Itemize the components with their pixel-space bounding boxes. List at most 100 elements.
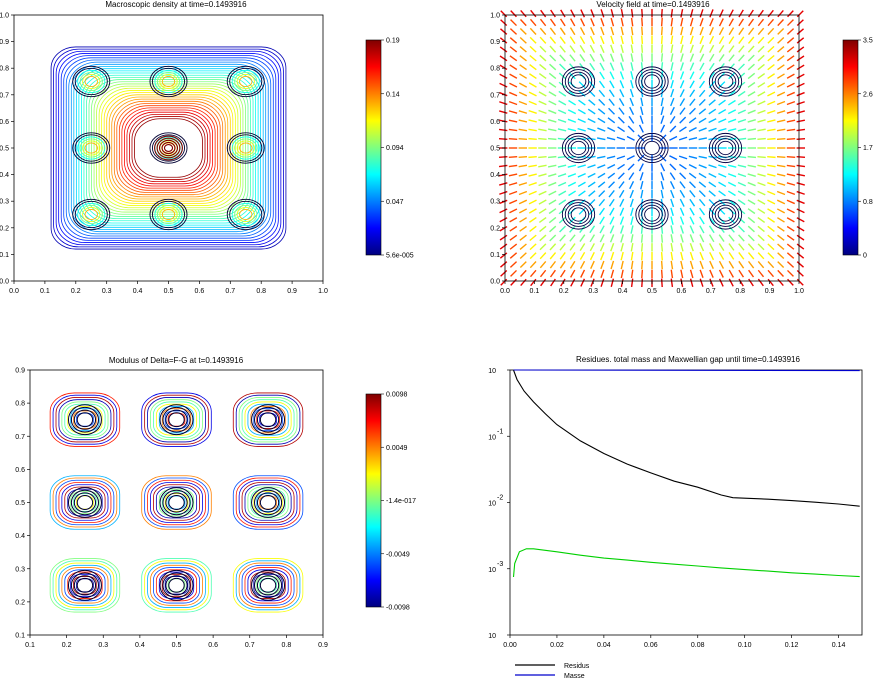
velocity-arrow bbox=[509, 82, 518, 88]
density-blob-contour bbox=[151, 200, 186, 229]
velocity-arrow bbox=[630, 225, 634, 234]
velocity-arrow bbox=[519, 27, 527, 35]
velocity-arrow bbox=[549, 18, 556, 27]
velocity-arrow bbox=[620, 26, 624, 36]
velocity-arrow bbox=[708, 164, 717, 169]
velocity-arrow bbox=[529, 18, 537, 27]
velocity-arrow bbox=[728, 216, 736, 224]
velocity-arrow bbox=[748, 9, 754, 18]
velocity-arrow bbox=[610, 35, 615, 45]
delta-blob-contour bbox=[256, 492, 280, 513]
velocity-arrow bbox=[617, 172, 625, 180]
velocity-arrow bbox=[530, 278, 537, 287]
velocity-arrow bbox=[718, 18, 724, 27]
velocity-arrow bbox=[528, 109, 537, 114]
velocity-arrow bbox=[679, 71, 685, 80]
colorbar-tick-label: 0.14 bbox=[386, 91, 400, 98]
delta-contour bbox=[55, 479, 115, 526]
velocity-arrow bbox=[747, 155, 757, 159]
velocity-arrow bbox=[559, 269, 566, 278]
velocity-arrow bbox=[688, 164, 697, 170]
velocity-arrow bbox=[718, 45, 725, 53]
velocity-arrow bbox=[689, 278, 694, 287]
velocity-arrow bbox=[747, 91, 756, 97]
velocity-arrow bbox=[589, 243, 595, 252]
velocity-colorbar-ticks: 3.5 2.6 1.7 0.8 0 bbox=[858, 38, 873, 260]
delta-blob-contour bbox=[67, 404, 102, 436]
velocity-arrow bbox=[529, 243, 537, 251]
delta-blob-contour bbox=[162, 572, 191, 599]
velocity-arrow bbox=[538, 72, 547, 80]
velocity-arrow bbox=[538, 119, 547, 123]
velocity-arrow bbox=[767, 155, 776, 159]
velocity-arrow bbox=[738, 54, 745, 62]
velocity-arrow bbox=[689, 225, 695, 234]
velocity-arrow bbox=[689, 243, 694, 252]
velocity-arrow bbox=[528, 137, 537, 141]
density-blob-contour bbox=[234, 204, 258, 225]
velocity-blob-contour bbox=[570, 207, 587, 222]
velocity-arrow bbox=[559, 63, 566, 71]
velocity-arrow bbox=[548, 119, 557, 123]
velocity-arrow bbox=[737, 173, 747, 178]
velocity-arrow bbox=[796, 252, 805, 259]
residues-x-ticks: 0.00 0.02 0.04 0.06 0.08 0.10 0.12 0.14 bbox=[503, 635, 845, 649]
density-blob-contour bbox=[226, 132, 265, 164]
velocity-arrow bbox=[786, 37, 795, 44]
velocity-arrow bbox=[689, 198, 696, 207]
colorbar-tick-label: 0.19 bbox=[386, 38, 400, 45]
velocity-arrow bbox=[577, 164, 586, 169]
velocity-arrow bbox=[568, 99, 577, 106]
delta-contour bbox=[58, 482, 112, 523]
delta-blob-contour bbox=[251, 404, 286, 436]
velocity-arrow bbox=[589, 62, 596, 71]
velocity-arrow bbox=[748, 18, 755, 27]
velocity-arrow bbox=[628, 116, 635, 124]
velocity-arrow bbox=[767, 18, 775, 27]
velocity-arrow bbox=[579, 36, 586, 45]
density-contour bbox=[111, 98, 226, 198]
velocity-arrow bbox=[660, 8, 663, 18]
velocity-arrow bbox=[600, 26, 605, 36]
density-blob-contour bbox=[79, 204, 103, 225]
velocity-arrow bbox=[578, 207, 586, 215]
velocity-arrow bbox=[549, 63, 557, 71]
velocity-arrow bbox=[767, 91, 776, 97]
velocity-arrow bbox=[747, 63, 755, 71]
velocity-arrow bbox=[689, 181, 696, 189]
velocity-arrow bbox=[777, 225, 785, 232]
delta-contour bbox=[164, 410, 189, 429]
velocity-arrow bbox=[620, 35, 624, 45]
velocity-arrow bbox=[699, 17, 704, 27]
velocity-arrow bbox=[757, 137, 766, 141]
velocity-arrow bbox=[689, 269, 694, 279]
density-blob-contour bbox=[234, 71, 258, 92]
velocity-arrow bbox=[500, 269, 508, 277]
velocity-arrow bbox=[796, 55, 805, 62]
density-blob-contour bbox=[161, 75, 176, 88]
velocity-arrow bbox=[757, 278, 764, 287]
velocity-arrow bbox=[529, 73, 537, 79]
velocity-arrow bbox=[728, 252, 735, 260]
delta-blob-contour bbox=[259, 577, 277, 593]
velocity-arrow bbox=[670, 278, 674, 288]
velocity-arrow bbox=[589, 234, 596, 243]
velocity-arrow bbox=[618, 107, 625, 115]
velocity-arrow bbox=[777, 18, 784, 27]
velocity-arrow bbox=[549, 54, 557, 62]
velocity-arrow bbox=[670, 53, 674, 62]
delta-contour bbox=[64, 486, 106, 519]
density-blob-contour bbox=[239, 142, 253, 154]
velocity-arrow bbox=[728, 278, 734, 287]
velocity-arrow bbox=[796, 46, 805, 53]
panel-density: Macroscopic density at time=0.1493916 0.… bbox=[0, 0, 414, 295]
velocity-arrow bbox=[660, 62, 664, 71]
velocity-arrow bbox=[796, 164, 806, 168]
x-tick-label: 0.7 bbox=[706, 288, 716, 295]
velocity-arrow bbox=[579, 243, 586, 251]
delta-blob-contour bbox=[73, 492, 97, 513]
velocity-arrow bbox=[689, 53, 695, 62]
velocity-arrow bbox=[747, 45, 755, 53]
velocity-arrow bbox=[509, 64, 518, 71]
velocity-arrow bbox=[559, 36, 566, 44]
